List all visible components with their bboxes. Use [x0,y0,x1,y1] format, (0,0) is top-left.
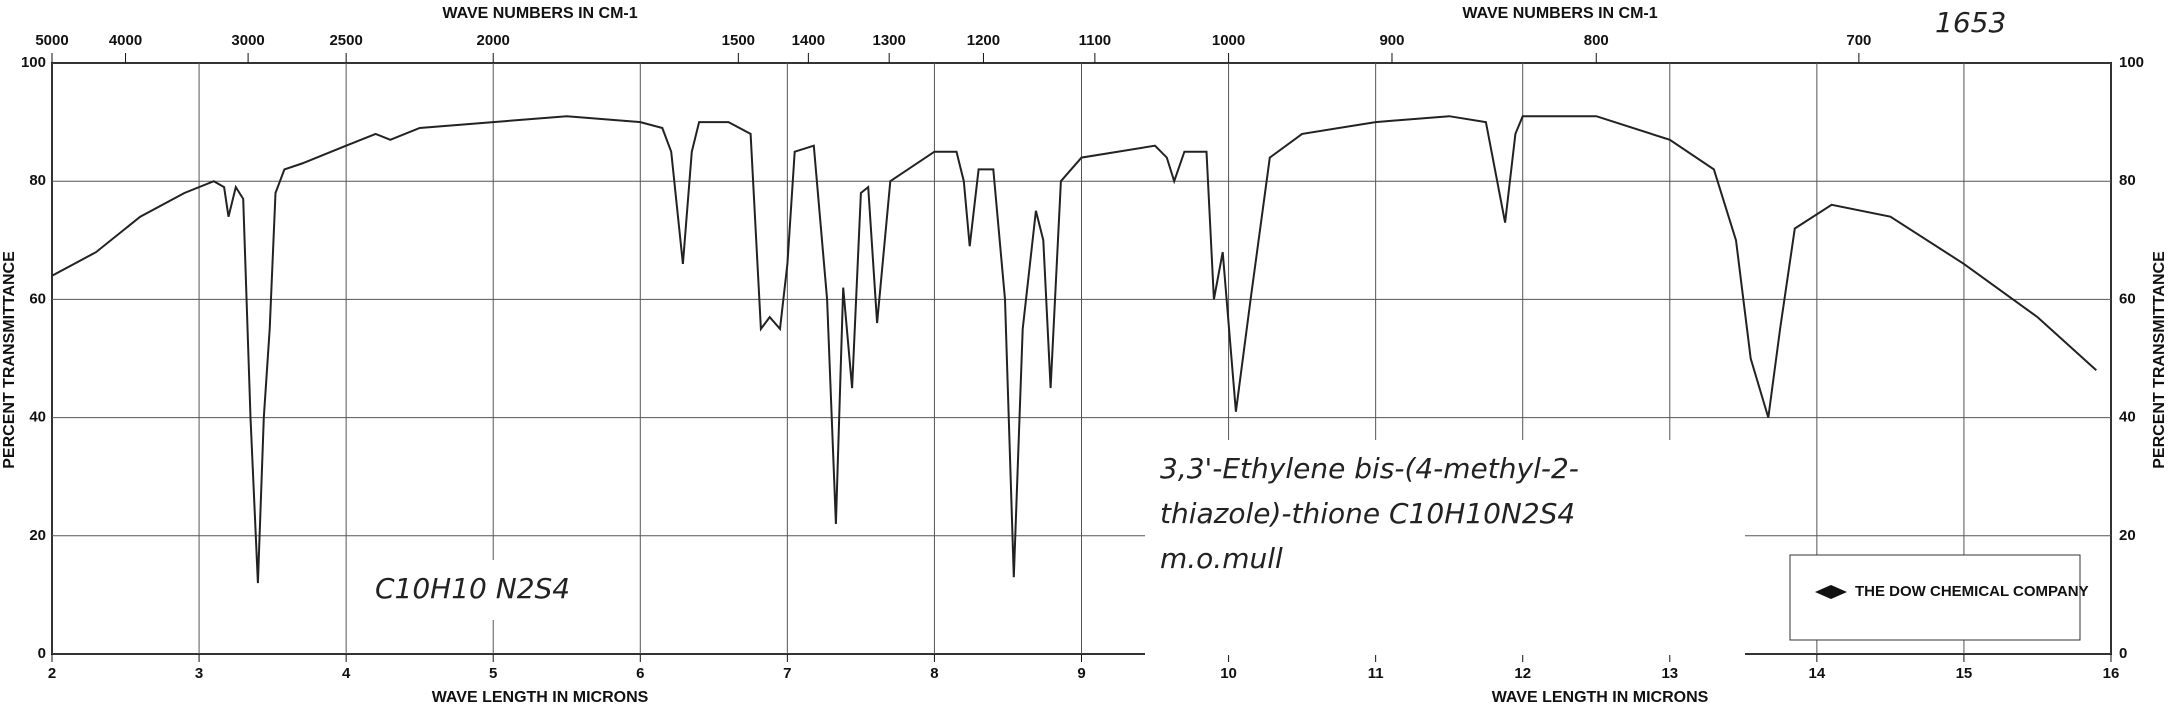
x2-tick-label: 2500 [329,32,362,49]
logo-text: THE DOW CHEMICAL COMPANY [1855,583,2089,600]
x2-tick-label: 1200 [967,32,1000,49]
annotation-box [1145,440,1745,655]
x-tick-label: 6 [636,665,644,682]
x-tick-label: 14 [1809,665,1826,682]
logo-box [1789,554,2081,641]
spectrum-line [51,115,2097,584]
x-tick-label: 4 [342,665,351,682]
y-tick-label: 0 [2119,645,2127,662]
x2-tick-label: 1400 [792,32,825,49]
x-tick-label: 9 [1077,665,1085,682]
x2-tick-label: 1100 [1079,32,1112,49]
x2-tick-label: 1000 [1212,32,1245,49]
y-tick-label: 60 [2119,290,2136,307]
x-tick-label: 15 [1956,665,1973,682]
x2-tick-label: 700 [1846,32,1871,49]
x-tick-label: 10 [1220,665,1237,682]
y-tick-label: 80 [2119,172,2136,189]
x2-axis-title: WAVE NUMBERS IN CM-1 [1462,5,1657,22]
annotation: m.o.mull [1160,542,1283,575]
formula-note: C10H10 N2S4 [375,572,570,605]
y-tick-label: 80 [29,172,46,189]
y-tick-label: 0 [38,645,46,662]
x-tick-label: 3 [195,665,203,682]
y-tick-label: 100 [2119,54,2144,71]
x2-tick-label: 800 [1584,32,1609,49]
x-axis-title: WAVE LENGTH IN MICRONS [432,689,649,706]
x2-tick-label: 1500 [722,32,755,49]
y-axis-title: PERCENT TRANSMITTANCE [1,251,18,469]
y-tick-label: 20 [29,527,46,544]
x-tick-label: 11 [1368,665,1384,682]
y-tick-label: 20 [2119,527,2136,544]
x-axis-title: WAVE LENGTH IN MICRONS [1492,689,1709,706]
y-tick-label: 100 [21,54,46,71]
x2-tick-label: 900 [1379,32,1404,49]
x2-axis-title: WAVE NUMBERS IN CM-1 [442,5,637,22]
x2-tick-label: 3000 [231,32,264,49]
x2-tick-label: 1300 [872,32,905,49]
sample-number: 1653 [1935,6,2006,39]
logo-mark [1815,585,1847,599]
annotation: thiazole)-thione C10H10N2S4 [1160,497,1575,530]
x-tick-label: 16 [2103,665,2120,682]
formula-box [360,560,620,620]
x-tick-label: 7 [783,665,791,682]
x-tick-label: 13 [1661,665,1678,682]
x-tick-label: 5 [489,665,497,682]
plot-area: 0 0 20 20 40 40 60 60 80 80 100 100 2 3 4 5 6 7 8 9 10 11 12 13… [21,32,2144,682]
y-tick-label: 40 [2119,409,2136,426]
annotation: 3,3'-Ethylene bis-(4-methyl-2- [1160,452,1579,485]
x2-tick-label: 4000 [109,32,142,49]
x-tick-label: 12 [1514,665,1531,682]
x2-tick-label: 5000 [35,32,68,49]
x-tick-label: 2 [48,665,56,682]
y-tick-label: 60 [29,290,46,307]
y-axis-title: PERCENT TRANSMITTANCE [2151,251,2168,469]
y-tick-label: 40 [29,409,46,426]
x-tick-label: 8 [930,665,938,682]
x2-tick-label: 2000 [477,32,510,49]
